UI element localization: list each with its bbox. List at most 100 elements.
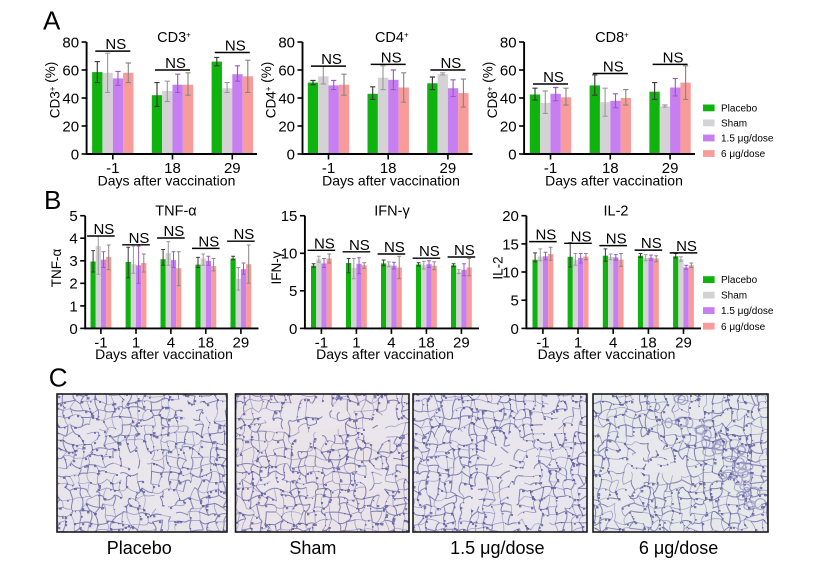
svg-text:20: 20 <box>500 118 517 135</box>
svg-text:NS: NS <box>603 59 624 76</box>
svg-text:2: 2 <box>69 276 77 293</box>
svg-text:IFN-γ: IFN-γ <box>374 204 410 220</box>
svg-text:1.5 μg/dose: 1.5 μg/dose <box>450 538 544 558</box>
svg-text:3: 3 <box>69 253 77 270</box>
svg-text:4: 4 <box>387 335 395 352</box>
svg-text:29: 29 <box>675 335 692 352</box>
svg-text:4: 4 <box>609 335 617 352</box>
svg-text:1: 1 <box>132 335 140 352</box>
svg-text:IL-2: IL-2 <box>604 204 629 220</box>
svg-text:29: 29 <box>224 160 241 177</box>
svg-text:60: 60 <box>500 62 517 79</box>
svg-text:NS: NS <box>419 243 440 260</box>
svg-text:Placebo: Placebo <box>721 275 758 286</box>
svg-text:CD8+: CD8+ <box>595 30 629 46</box>
svg-text:4: 4 <box>69 231 77 248</box>
svg-text:18: 18 <box>602 160 619 177</box>
svg-text:Days after vaccination: Days after vaccination <box>98 173 236 189</box>
svg-text:NS: NS <box>606 231 627 248</box>
svg-text:6 μg/dose: 6 μg/dose <box>721 322 766 333</box>
svg-text:CD8+ (%): CD8+ (%) <box>481 62 501 118</box>
svg-text:NS: NS <box>676 238 697 255</box>
svg-text:5: 5 <box>289 283 297 300</box>
svg-text:IL-2: IL-2 <box>491 256 506 279</box>
svg-text:4: 4 <box>167 335 175 352</box>
svg-text:10: 10 <box>281 246 298 263</box>
svg-text:NS: NS <box>571 228 592 245</box>
svg-text:29: 29 <box>453 335 470 352</box>
svg-text:29: 29 <box>440 160 457 177</box>
svg-text:NS: NS <box>321 51 342 68</box>
svg-text:Sham: Sham <box>721 291 747 302</box>
svg-text:6 μg/dose: 6 μg/dose <box>639 538 718 558</box>
svg-text:NS: NS <box>454 242 475 259</box>
svg-text:18: 18 <box>418 335 435 352</box>
svg-text:TNF-α: TNF-α <box>155 204 196 220</box>
svg-text:20: 20 <box>278 118 295 135</box>
svg-text:18: 18 <box>380 160 397 177</box>
svg-text:Sham: Sham <box>289 538 336 558</box>
svg-text:NS: NS <box>641 235 662 252</box>
svg-text:NS: NS <box>349 237 370 254</box>
svg-text:15: 15 <box>502 236 519 253</box>
svg-text:20: 20 <box>502 208 519 225</box>
svg-text:NS: NS <box>233 226 254 243</box>
svg-text:0: 0 <box>71 146 79 163</box>
svg-text:1.5 μg/dose: 1.5 μg/dose <box>721 134 774 145</box>
svg-text:60: 60 <box>278 62 295 79</box>
svg-text:Days after vaccination: Days after vaccination <box>545 173 683 189</box>
svg-text:C: C <box>49 363 68 393</box>
svg-text:15: 15 <box>281 208 298 225</box>
svg-text:NS: NS <box>93 221 114 238</box>
svg-text:Days after vaccination: Days after vaccination <box>95 346 233 362</box>
svg-text:NS: NS <box>129 230 150 247</box>
svg-text:NS: NS <box>543 69 564 86</box>
svg-text:1: 1 <box>574 335 582 352</box>
svg-text:0: 0 <box>69 321 77 338</box>
svg-text:0: 0 <box>287 146 295 163</box>
svg-text:NS: NS <box>535 227 556 244</box>
svg-text:Placebo: Placebo <box>107 538 172 558</box>
svg-text:60: 60 <box>62 62 79 79</box>
svg-text:0: 0 <box>511 321 519 338</box>
svg-text:5: 5 <box>69 208 77 225</box>
svg-text:NS: NS <box>381 49 402 66</box>
svg-text:NS: NS <box>663 49 684 66</box>
svg-text:18: 18 <box>197 335 214 352</box>
svg-text:10: 10 <box>502 264 519 281</box>
svg-text:6 μg/dose: 6 μg/dose <box>721 149 766 160</box>
svg-text:18: 18 <box>640 335 657 352</box>
svg-text:NS: NS <box>440 55 461 72</box>
svg-text:5: 5 <box>511 293 519 310</box>
svg-text:29: 29 <box>233 335 250 352</box>
svg-text:-1: -1 <box>315 335 328 352</box>
svg-text:18: 18 <box>164 160 181 177</box>
svg-text:29: 29 <box>662 160 679 177</box>
svg-text:20: 20 <box>62 118 79 135</box>
svg-text:40: 40 <box>500 90 517 107</box>
svg-text:-1: -1 <box>322 160 335 177</box>
svg-text:-1: -1 <box>106 160 119 177</box>
svg-text:1.5 μg/dose: 1.5 μg/dose <box>721 306 774 317</box>
svg-text:1: 1 <box>352 335 360 352</box>
svg-text:Days after vaccination: Days after vaccination <box>322 173 460 189</box>
svg-text:-1: -1 <box>536 335 549 352</box>
svg-text:1: 1 <box>69 298 77 315</box>
svg-text:40: 40 <box>278 90 295 107</box>
svg-text:80: 80 <box>278 34 295 51</box>
svg-text:NS: NS <box>198 233 219 250</box>
svg-text:80: 80 <box>62 34 79 51</box>
svg-text:Sham: Sham <box>721 119 747 130</box>
svg-text:-1: -1 <box>544 160 557 177</box>
svg-text:0: 0 <box>289 321 297 338</box>
svg-text:0: 0 <box>508 146 516 163</box>
svg-text:TNF-α: TNF-α <box>49 249 64 288</box>
svg-text:NS: NS <box>225 38 246 55</box>
svg-text:Days after vaccination: Days after vaccination <box>538 346 676 362</box>
svg-text:CD4+: CD4+ <box>375 30 409 46</box>
svg-text:NS: NS <box>384 239 405 256</box>
svg-text:NS: NS <box>163 223 184 240</box>
svg-text:CD3+ (%): CD3+ (%) <box>43 62 63 118</box>
svg-text:40: 40 <box>62 90 79 107</box>
svg-text:80: 80 <box>500 34 517 51</box>
